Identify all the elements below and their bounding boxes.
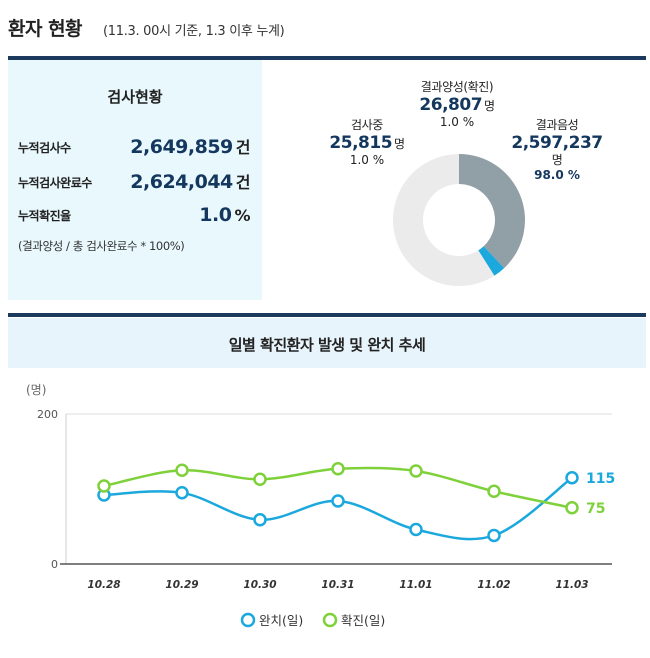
stat-value: 2,649,859 건	[130, 136, 250, 158]
data-point	[175, 486, 189, 500]
x-tick-label: 10.29	[165, 579, 198, 591]
donut-slice-negative	[393, 154, 495, 286]
series-end-label: 75	[586, 501, 605, 517]
stat-row-completed-tests: 누적검사완료수 2,624,044 건	[18, 169, 251, 193]
x-tick-label: 11.01	[399, 579, 432, 591]
stats-note: (결과양성 / 총 검사완료수 * 100%)	[18, 239, 185, 253]
stat-value: 2,624,044 건	[130, 171, 250, 193]
page-header: 환자 현황 (11.3. 00시 기준, 1.3 이후 누계)	[0, 0, 650, 56]
stat-row-positive-rate: 누적확진율 1.0%	[18, 202, 250, 226]
legend-label: 완치(일)	[259, 613, 303, 628]
stat-row-total-tests: 누적검사수 2,649,859 건	[18, 134, 251, 158]
data-point	[487, 528, 501, 543]
donut-slice-positive	[478, 246, 505, 276]
data-point	[487, 484, 501, 498]
y-axis-label: (명)	[26, 383, 46, 397]
data-point	[565, 501, 579, 515]
donut-slice-testing	[459, 154, 525, 269]
data-point	[331, 494, 345, 508]
legend-item-0[interactable]: 완치(일)	[240, 612, 303, 628]
x-tick-label: 11.03	[555, 579, 588, 591]
chart-divider	[8, 313, 646, 317]
donut-label-positive: 결과양성(확진) 26,807 명 1.0 %	[419, 80, 495, 129]
donut-label-negative: 결과음성 2,597,237 명 98.0 %	[511, 118, 603, 182]
data-point	[409, 464, 423, 478]
data-point	[253, 472, 267, 486]
legend-label: 확진(일)	[341, 613, 385, 628]
x-tick-label: 10.31	[321, 579, 354, 591]
legend-item-1[interactable]: 확진(일)	[322, 612, 385, 628]
line-chart: (명) 200 0 10.28 10.29 10.30 10.31 11.01 11.02 11.…	[26, 383, 615, 628]
series-end-label: 115	[586, 471, 615, 487]
data-point	[175, 463, 189, 477]
x-tick-label: 11.02	[477, 579, 510, 591]
legend-marker	[322, 612, 338, 628]
stat-label: 누적확진율	[18, 209, 71, 223]
stat-label: 누적검사수	[18, 141, 71, 155]
trend-chart-panel: 일별 확진환자 발생 및 완치 추세 (명) 200 0 10.28 10.29 10.3…	[8, 318, 646, 658]
series-line-0	[103, 476, 573, 541]
data-point	[97, 479, 111, 493]
test-stats-box: 검사현황 누적검사수 2,649,859 건 누적검사완료수 2,624,044 건…	[8, 60, 262, 300]
header-divider	[8, 56, 646, 60]
x-tick-label: 10.28	[87, 579, 120, 591]
chart-title: 일별 확진환자 발생 및 완치 추세	[228, 336, 426, 354]
donut-chart	[393, 154, 525, 286]
y-tick-label: 0	[51, 558, 58, 571]
donut-label-testing: 검사중 25,815 명 1.0 %	[329, 118, 405, 167]
data-point	[253, 513, 267, 527]
test-status-panel: 검사현황 누적검사수 2,649,859 건 누적검사완료수 2,624,044 건…	[8, 60, 646, 300]
donut-chart-area: 검사중 25,815 명 1.0 % 결과양성(확진) 26,807 명 1.0 %…	[262, 60, 646, 300]
data-point	[565, 471, 579, 485]
stat-value: 1.0%	[199, 204, 250, 226]
data-point	[331, 462, 345, 476]
y-tick-label: 200	[37, 408, 58, 421]
stat-label: 누적검사완료수	[18, 176, 92, 190]
legend-marker	[240, 612, 256, 628]
stats-title: 검사현황	[107, 88, 163, 106]
page-subtitle: (11.3. 00시 기준, 1.3 이후 누계)	[103, 24, 285, 39]
data-point	[409, 522, 423, 537]
chart-header: 일별 확진환자 발생 및 완치 추세	[8, 318, 646, 368]
x-tick-label: 10.30	[243, 579, 276, 591]
page-title: 환자 현황	[8, 18, 83, 40]
